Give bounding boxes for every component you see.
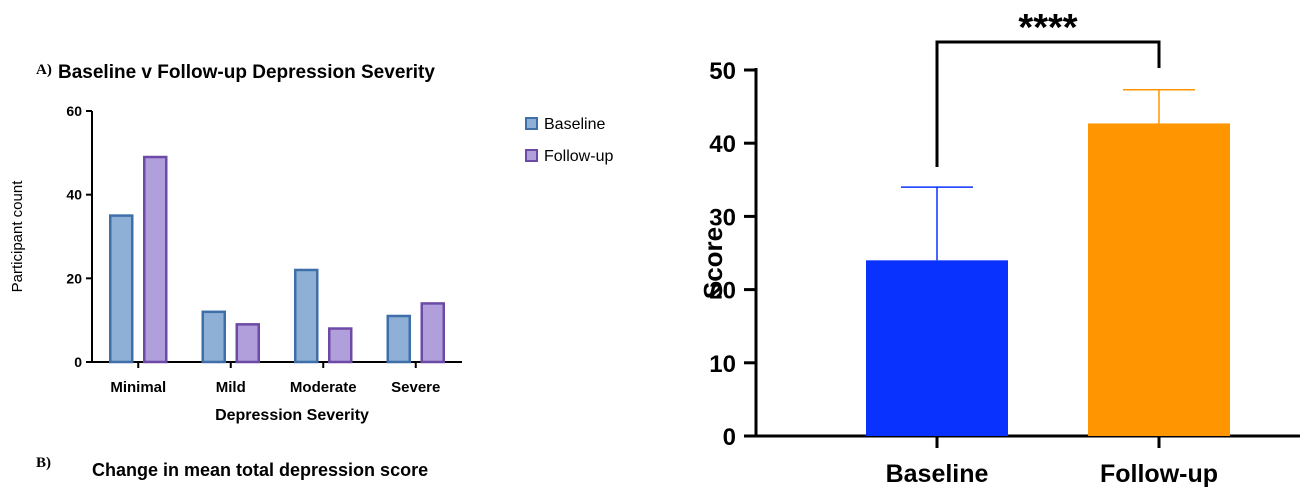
bar <box>235 323 260 364</box>
bar <box>328 327 353 364</box>
x-tick-label: Baseline <box>886 460 989 488</box>
panel-b-title: Change in mean total depression score <box>92 460 429 480</box>
legend-label: Baseline <box>544 116 605 133</box>
y-tick-label: 0 <box>74 354 82 370</box>
bar <box>201 310 226 364</box>
legend-swatch <box>525 149 538 162</box>
x-tick-label: Mild <box>216 379 246 396</box>
bar <box>294 268 319 364</box>
score-bar-chart: 0 10 20 30 40 50 Score Baseline Follow-up **** <box>698 7 1300 488</box>
y-tick-label: 20 <box>709 278 736 305</box>
x-tick-label: Moderate <box>290 379 357 396</box>
severity-bar-chart: Baseline v Follow-up Depression Severity… <box>9 62 613 424</box>
y-tick-label: 0 <box>723 424 736 451</box>
x-tick-label: Minimal <box>110 379 166 396</box>
y-axis-label: Score <box>698 227 728 299</box>
y-tick-label: 30 <box>709 204 736 231</box>
significance-bracket <box>935 40 1161 167</box>
y-tick-label: 60 <box>66 103 82 119</box>
bar <box>143 155 168 364</box>
y-tick-label: 20 <box>66 270 82 286</box>
bar <box>109 214 134 364</box>
y-tick-label: 40 <box>709 131 736 158</box>
bar <box>420 302 445 364</box>
bar <box>866 260 1008 436</box>
y-tick-label: 50 <box>709 58 736 85</box>
bar <box>1088 123 1230 436</box>
significance-label: **** <box>1018 7 1077 49</box>
panel-b-label: B) <box>36 455 51 471</box>
chart-a-title: Baseline v Follow-up Depression Severity <box>58 62 435 83</box>
y-axis-label: Participant count <box>9 180 26 293</box>
legend-label: Follow-up <box>544 148 613 165</box>
x-tick-label: Severe <box>391 379 440 396</box>
y-tick-label: 40 <box>66 187 82 203</box>
x-axis-label: Depression Severity <box>215 407 369 424</box>
y-tick-label: 10 <box>709 351 736 378</box>
panel-a-label: A) <box>36 62 52 78</box>
legend-swatch <box>525 117 538 130</box>
bar <box>386 314 411 364</box>
x-tick-label: Follow-up <box>1100 460 1218 488</box>
